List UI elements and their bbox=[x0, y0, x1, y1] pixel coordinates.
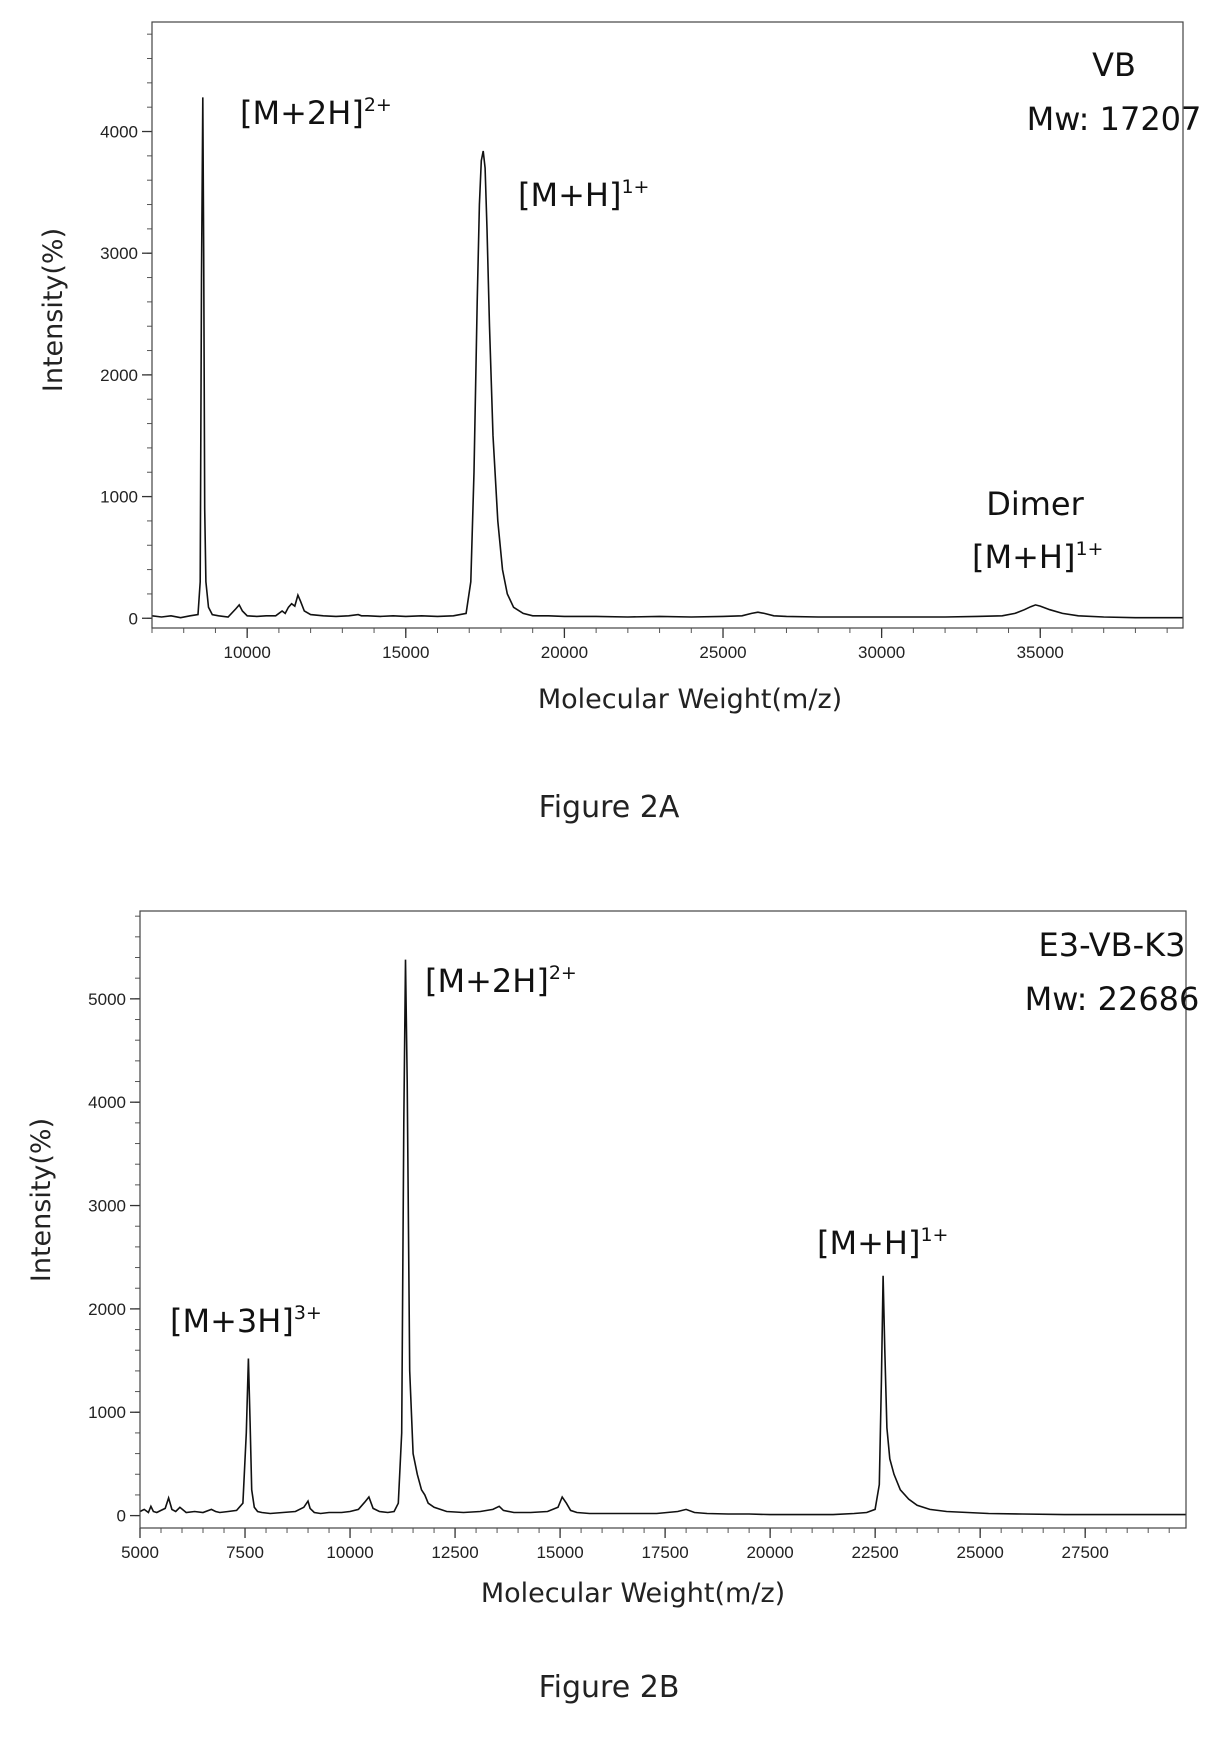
figure-2b: 5000 7500 10000 12500 15000 17500 20000 22500 25… bbox=[0, 880, 1218, 1750]
y-tick-label: 2000 bbox=[88, 1300, 126, 1319]
tick-marks bbox=[142, 130, 1041, 638]
x-tick-label: 10000 bbox=[224, 643, 271, 662]
y-tick-label: 3000 bbox=[88, 1197, 126, 1216]
sample-mw: Mw: 17207 bbox=[1027, 100, 1202, 138]
y-tick-label: 2000 bbox=[100, 366, 138, 385]
sample-name: VB bbox=[1092, 46, 1136, 84]
sample-name: E3-VB-K3 bbox=[1039, 926, 1186, 964]
plot-frame bbox=[151, 21, 1184, 629]
y-tick-label: 5000 bbox=[88, 990, 126, 1009]
x-tick-label: 25000 bbox=[699, 643, 746, 662]
x-tick-label: 12500 bbox=[431, 1543, 478, 1562]
x-axis-label: Molecular Weight(m/z) bbox=[538, 684, 842, 715]
figure-caption-b: Figure 2B bbox=[538, 1670, 680, 1705]
spectrum-line bbox=[151, 97, 1183, 619]
x-tick-label: 15000 bbox=[536, 1543, 583, 1562]
figure-caption-a: Figure 2A bbox=[538, 790, 680, 825]
x-tick-label: 27500 bbox=[1062, 1543, 1109, 1562]
peak-label-dimer-mh: [M+H]1+ bbox=[972, 538, 1103, 576]
y-axis-label: Intensity(%) bbox=[26, 1118, 57, 1282]
peak-label-m3h: [M+3H]3+ bbox=[170, 1302, 322, 1340]
y-tick-label: 1000 bbox=[100, 488, 138, 507]
sample-mw: Mw: 22686 bbox=[1025, 980, 1200, 1018]
y-tick-label: 0 bbox=[129, 609, 138, 628]
x-tick-label: 30000 bbox=[858, 643, 905, 662]
x-tick-label: 35000 bbox=[1017, 643, 1064, 662]
x-tick-label: 15000 bbox=[382, 643, 429, 662]
y-tick-label: 1000 bbox=[88, 1403, 126, 1422]
x-tick-label: 25000 bbox=[957, 1543, 1004, 1562]
tick-labels: 5000 7500 10000 12500 15000 17500 20000 22500 25… bbox=[88, 990, 1109, 1562]
x-axis-label: Molecular Weight(m/z) bbox=[481, 1578, 785, 1609]
x-tick-label: 17500 bbox=[641, 1543, 688, 1562]
y-axis-label: Intensity(%) bbox=[38, 228, 69, 392]
plot-frame bbox=[139, 910, 1187, 1529]
minor-ticks bbox=[135, 915, 1170, 1533]
x-tick-label: 10000 bbox=[326, 1543, 373, 1562]
y-tick-label: 4000 bbox=[88, 1093, 126, 1112]
mass-spectrum-chart-a: 10000 15000 20000 25000 30000 35000 0 1000 2000 3… bbox=[38, 21, 1202, 715]
dimer-label: Dimer bbox=[986, 485, 1084, 523]
spectrum-line bbox=[139, 959, 1186, 1516]
x-tick-label: 20000 bbox=[541, 643, 588, 662]
tick-marks bbox=[130, 998, 1086, 1538]
x-tick-label: 20000 bbox=[746, 1543, 793, 1562]
x-tick-label: 5000 bbox=[121, 1543, 159, 1562]
figure-2a: 10000 15000 20000 25000 30000 35000 0 1000 2000 3… bbox=[0, 0, 1218, 860]
y-tick-label: 0 bbox=[117, 1507, 126, 1526]
x-tick-label: 7500 bbox=[226, 1543, 264, 1562]
y-tick-label: 3000 bbox=[100, 244, 138, 263]
peak-label-mh: [M+H]1+ bbox=[817, 1224, 948, 1262]
x-tick-label: 22500 bbox=[851, 1543, 898, 1562]
tick-labels: 10000 15000 20000 25000 30000 35000 0 1000 2000 3… bbox=[100, 123, 1064, 662]
mass-spectrum-chart-b: 5000 7500 10000 12500 15000 17500 20000 22500 25… bbox=[26, 910, 1200, 1609]
peak-label-m2h: [M+2H]2+ bbox=[240, 94, 392, 132]
y-tick-label: 4000 bbox=[100, 123, 138, 142]
peak-label-mh: [M+H]1+ bbox=[518, 176, 649, 214]
peak-label-m2h: [M+2H]2+ bbox=[425, 962, 577, 1000]
